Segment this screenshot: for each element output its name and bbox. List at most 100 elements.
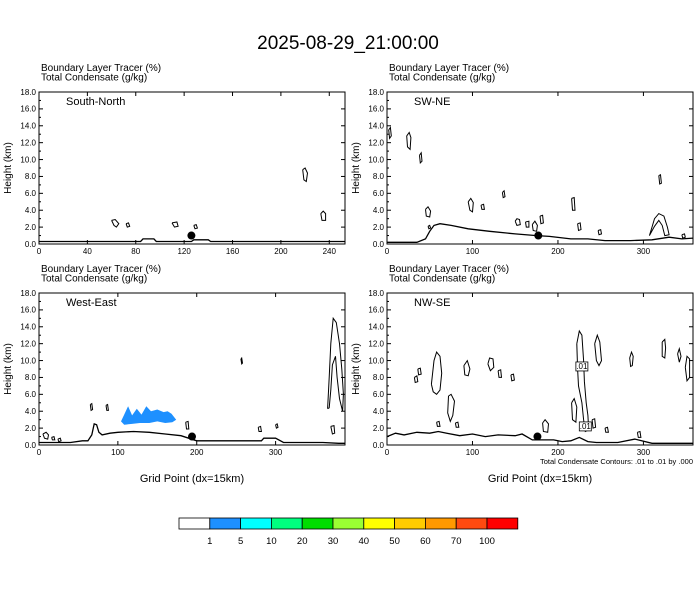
panels: Boundary Layer Tracer (%)Total Condensat…: [3, 63, 694, 485]
condensate-contour: [105, 403, 109, 411]
condensate-contour: [681, 233, 686, 239]
y-tick-label: 6.0: [25, 189, 37, 198]
condensate-contour: [185, 420, 190, 430]
x-axis-label: Grid Point (dx=15km): [488, 473, 592, 485]
x-tick-label: 200: [274, 247, 288, 256]
plot-frame: [38, 91, 346, 245]
panel-header-line: Boundary Layer Tracer (%): [389, 63, 509, 74]
condensate-contour: [629, 350, 634, 368]
y-axis-label: Height (km): [351, 343, 362, 395]
condensate-contour: [594, 333, 603, 367]
contour-note: Total Condensate Contours: .01 to .01 by…: [540, 457, 693, 466]
y-tick-label: 14.0: [20, 122, 36, 131]
condensate-contour: [539, 214, 544, 225]
terrain-line: [39, 423, 345, 444]
condensate-contour: [531, 220, 538, 232]
condensate-contour: [327, 316, 344, 412]
y-tick-label: 0.0: [25, 240, 37, 249]
y-tick-label: 6.0: [373, 189, 385, 198]
y-tick-label: 10.0: [368, 356, 384, 365]
panel-header-line: Total Condensate (g/kg): [389, 274, 495, 285]
panel-label: South-North: [66, 96, 125, 108]
colorbar-swatch: [270, 517, 303, 530]
y-tick-label: 10.0: [20, 155, 36, 164]
colorbar-label: 1: [207, 536, 212, 547]
panel-label: NW-SE: [414, 297, 450, 309]
condensate-contour: [514, 218, 521, 226]
x-tick-label: 100: [466, 448, 480, 457]
panel-header-line: Total Condensate (g/kg): [389, 73, 495, 84]
condensate-contour: [171, 221, 179, 228]
y-tick-label: 18.0: [368, 289, 384, 298]
x-tick-label: 120: [177, 247, 191, 256]
y-tick-label: 6.0: [25, 390, 37, 399]
x-tick-label: 0: [385, 448, 390, 457]
y-tick-label: 16.0: [368, 105, 384, 114]
condensate-contour: [320, 210, 327, 221]
location-marker: [533, 432, 542, 441]
y-tick-label: 12.0: [368, 138, 384, 147]
y-tick-label: 0.0: [373, 441, 385, 450]
condensate-contour: [591, 418, 597, 429]
condensate-contour: [430, 351, 443, 395]
y-tick-label: 8.0: [25, 172, 37, 181]
condensate-contour: [427, 224, 432, 230]
y-tick-label: 4.0: [373, 407, 385, 416]
condensate-contour: [636, 430, 642, 438]
condensate-contour: [684, 355, 691, 383]
condensate-contour: [447, 393, 456, 423]
condensate-contour: [501, 189, 506, 199]
condensate-contour: [571, 397, 578, 424]
y-tick-label: 2.0: [373, 424, 385, 433]
colorbar-swatch: [301, 517, 334, 530]
x-tick-label: 80: [131, 247, 140, 256]
colorbar-swatch: [178, 517, 211, 530]
condensate-contour: [497, 369, 503, 378]
y-tick-label: 10.0: [368, 155, 384, 164]
condensate-contour: [571, 196, 576, 211]
colorbar-swatch: [363, 517, 395, 530]
colorbar-swatch: [486, 517, 519, 530]
colorbar-label: 100: [479, 536, 495, 547]
condensate-contour: [42, 431, 50, 440]
y-tick-label: 4.0: [25, 407, 37, 416]
x-tick-label: 0: [37, 448, 42, 457]
y-tick-label: 10.0: [20, 356, 36, 365]
x-axis-label: Grid Point (dx=15km): [140, 473, 244, 485]
y-tick-label: 8.0: [373, 373, 385, 382]
y-tick-label: 4.0: [373, 206, 385, 215]
panel-header-line: Boundary Layer Tracer (%): [41, 264, 161, 275]
condensate-contour: [480, 203, 485, 210]
location-marker: [534, 231, 543, 240]
y-tick-label: 14.0: [368, 323, 384, 332]
condensate-contour: [577, 222, 582, 232]
colorbar-label: 50: [389, 536, 400, 547]
colorbar-swatch: [424, 517, 457, 530]
condensate-contour: [275, 423, 279, 429]
condensate-contour: [454, 421, 460, 428]
location-marker: [187, 231, 196, 240]
condensate-contour: [257, 425, 262, 432]
condensate-contour: [604, 426, 609, 433]
colorbar-label: 30: [328, 536, 339, 547]
condensate-contour: [193, 223, 199, 230]
condensate-contour: [240, 356, 244, 365]
panel-header-line: Boundary Layer Tracer (%): [389, 264, 509, 275]
condensate-contour: [388, 126, 392, 140]
panel-header-line: Boundary Layer Tracer (%): [41, 63, 161, 74]
y-tick-label: 14.0: [20, 323, 36, 332]
x-tick-label: 100: [466, 247, 480, 256]
condensate-contour: [542, 418, 550, 433]
condensate-contour: [510, 373, 515, 382]
y-tick-label: 16.0: [20, 306, 36, 315]
panel-label: SW-NE: [414, 96, 450, 108]
condensate-contour: [111, 218, 120, 228]
panel-west-east: Boundary Layer Tracer (%)Total Condensat…: [3, 264, 346, 485]
panel-header-line: Total Condensate (g/kg): [41, 274, 147, 285]
condensate-contour: [89, 402, 94, 412]
y-tick-label: 18.0: [368, 88, 384, 97]
y-axis-label: Height (km): [3, 142, 14, 194]
terrain-line: [386, 430, 693, 444]
colorbar-swatch: [455, 517, 488, 530]
y-tick-label: 14.0: [368, 122, 384, 131]
